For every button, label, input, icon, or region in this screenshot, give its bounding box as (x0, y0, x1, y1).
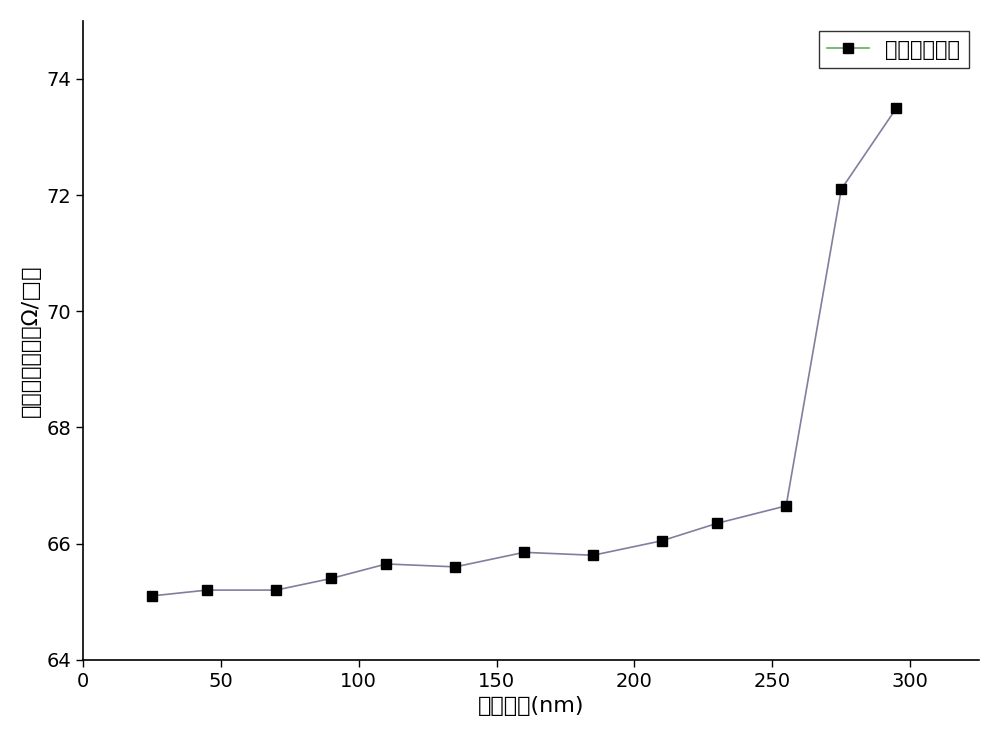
Y-axis label: 表面方块电阻（Ω/□）: 表面方块电阻（Ω/□） (21, 264, 41, 416)
X-axis label: 减薄厚度(nm): 减薄厚度(nm) (478, 696, 584, 716)
Legend: 表面方块电阻: 表面方块电阻 (819, 31, 969, 68)
